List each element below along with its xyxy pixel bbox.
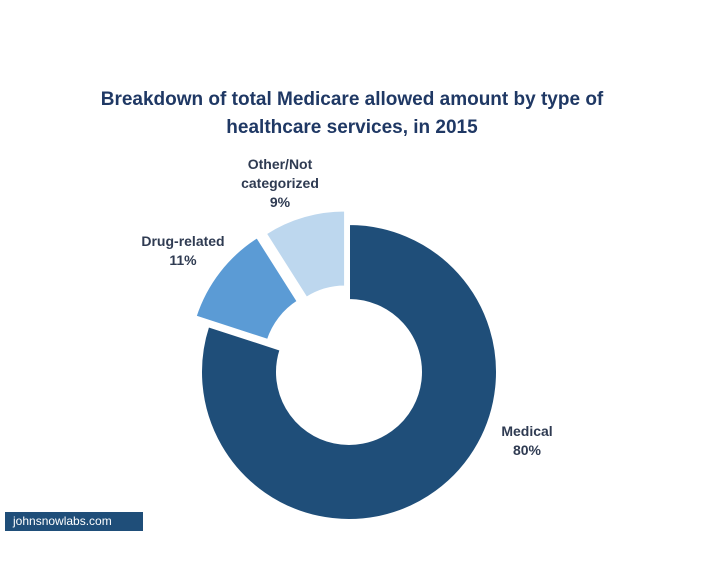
donut-slice — [194, 235, 300, 342]
slice-label: Drug-related 11% — [128, 232, 238, 270]
donut-slice — [200, 222, 498, 521]
value-label: 9% — [269, 194, 291, 210]
donut-slice — [264, 209, 347, 300]
watermark: johnsnowlabs.com — [5, 512, 143, 531]
value-label: 11% — [169, 252, 197, 268]
category-label: Drug-related — [141, 233, 225, 249]
chart-title: Breakdown of total Medicare allowed amou… — [100, 89, 604, 138]
slice-label: Medical 80% — [482, 422, 572, 460]
value-label: 80% — [512, 442, 542, 458]
category-label: Medical — [501, 423, 553, 439]
slice-label: Other/Not categorized 9% — [230, 155, 330, 212]
category-label: Other/Not categorized — [241, 156, 319, 191]
